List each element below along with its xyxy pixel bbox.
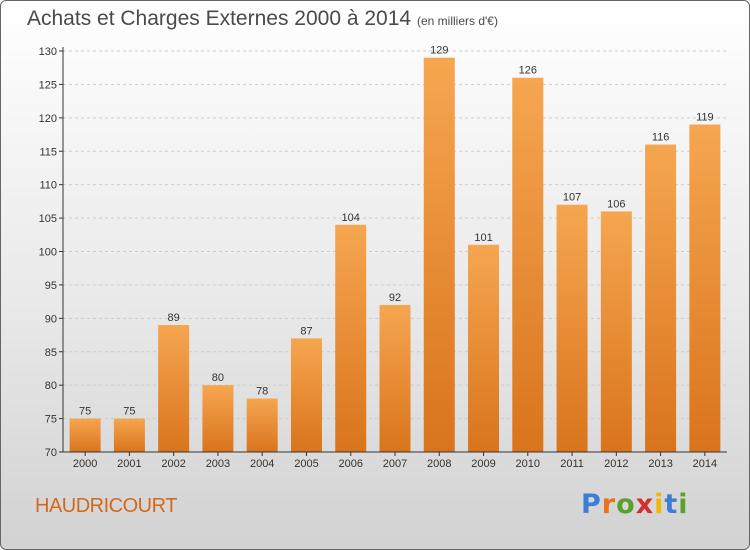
axes: 70 75 80 85 90 95 100 105 110 115 120 125 130 2000 200… [39,46,727,470]
x-tick-label: 2009 [471,458,495,470]
data-label: 75 [79,406,91,418]
commune-name: HAUDRICOURT [35,495,177,517]
x-tick-label: 2001 [117,458,141,470]
logo-letter: P [581,489,602,520]
data-label: 75 [123,406,135,418]
x-tick-label: 2002 [161,458,185,470]
bar [556,204,588,452]
proxiti-logo: Proxiti [581,489,689,520]
y-tick-label: 100 [39,247,57,259]
data-label: 116 [652,132,670,144]
logo-letter: t [664,489,679,520]
bars: 75 75 89 80 78 87 104 92 129 101 126 107 106 116 119 [69,45,721,453]
y-tick-label: 95 [45,280,57,292]
x-tick-label: 2004 [250,458,274,470]
x-tick-label: 2011 [560,458,584,470]
y-tick-label: 130 [39,46,57,58]
bar [290,338,322,452]
data-label: 101 [474,232,492,244]
x-tick-label: 2005 [294,458,318,470]
bar [423,57,455,452]
data-label: 92 [389,292,401,304]
y-tick-label: 90 [45,313,57,325]
bar [512,77,544,452]
x-tick-label: 2010 [516,458,540,470]
x-tick-label: 2006 [338,458,362,470]
logo-letter: x [635,489,655,520]
logo-letter: i [678,489,689,520]
y-tick-label: 85 [45,347,57,359]
chart-title: Achats et Charges Externes 2000 à 2014 [27,7,412,30]
y-tick-label: 125 [39,79,57,91]
y-tick-label: 115 [39,146,57,158]
unit-note: (en milliers d'€) [417,14,498,28]
bar [69,418,101,452]
data-label: 129 [430,45,448,57]
y-tick-label: 120 [39,113,57,125]
logo-letter: o [616,489,636,520]
x-tick-label: 2000 [73,458,97,470]
bar [202,385,234,452]
bar [246,398,278,452]
bar [600,211,632,452]
data-label: 107 [563,192,581,204]
data-label: 126 [519,65,537,77]
data-label: 104 [342,212,360,224]
bar [645,144,677,453]
data-label: 89 [168,312,180,324]
x-tick-label: 2007 [383,458,407,470]
x-tick-label: 2013 [648,458,672,470]
y-tick-label: 110 [39,180,57,192]
y-tick-label: 75 [45,414,57,426]
data-label: 78 [256,386,268,398]
y-tick-label: 105 [39,213,57,225]
data-label: 119 [696,112,714,124]
x-tick-label: 2008 [427,458,451,470]
data-label: 80 [212,372,224,384]
x-tick-label: 2012 [604,458,628,470]
data-label: 87 [300,325,312,337]
x-tick-label: 2003 [206,458,230,470]
y-tick-label: 70 [45,447,57,459]
bar [379,304,411,452]
logo-letter: r [601,489,617,520]
logo-letter: i [654,489,665,520]
data-label: 106 [607,198,625,210]
bar [468,244,500,452]
bar [113,418,145,452]
y-tick-label: 80 [45,380,57,392]
bar [689,124,721,453]
bar [158,325,190,452]
x-tick-label: 2014 [693,458,717,470]
bar [335,224,367,452]
